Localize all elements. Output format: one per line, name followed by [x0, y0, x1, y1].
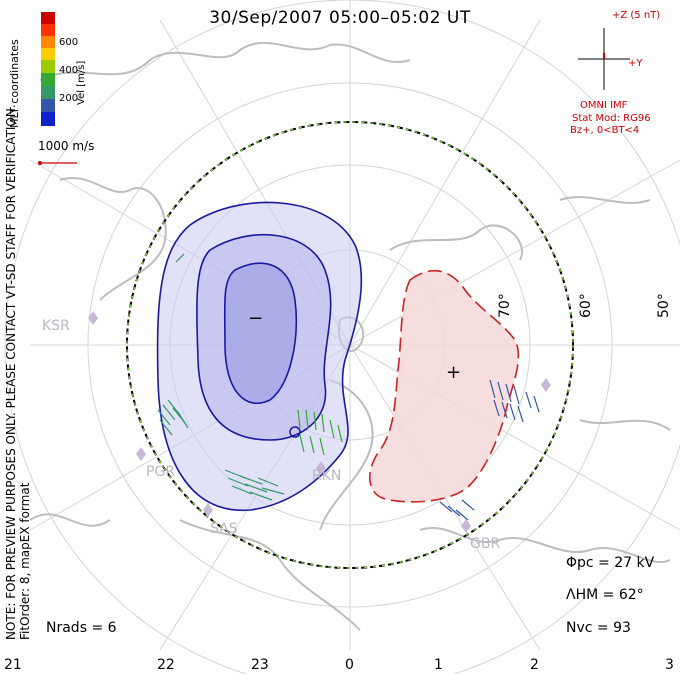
velocity-colorbar	[41, 12, 55, 126]
coastlines	[29, 41, 671, 631]
velocity-vectors	[157, 253, 540, 521]
vector-cluster-south	[439, 499, 475, 521]
preview-note: NOTE: FOR PREVIEW PURPOSES ONLY. PLEASE …	[4, 104, 32, 640]
mlt-label-23: 23	[251, 657, 269, 673]
vector-scale-label: 1000 m/s	[38, 139, 95, 153]
radar-sites	[88, 311, 551, 533]
lat-label-60: 60°	[578, 293, 594, 318]
radar-label-gbr: GBR	[470, 536, 501, 552]
vector-cluster-pgr	[224, 469, 285, 501]
vector-sample	[175, 253, 185, 263]
imf-y-label: +Y	[628, 58, 643, 69]
hm-boundary-green	[126, 121, 574, 569]
radar-label-rkn: RKN	[312, 468, 342, 484]
mlt-label-3: 3	[665, 657, 674, 673]
map-title: 30/Sep/2007 05:00–05:02 UT	[209, 8, 471, 28]
imf-condition: Bz+, 0<BT<4	[570, 125, 640, 136]
n-vc-stat: Nvc = 93	[566, 620, 631, 636]
n-rads-stat: Nrads = 6	[46, 620, 117, 636]
radar-label-sas: SAS	[210, 521, 238, 537]
imf-source: OMNI IMF	[580, 100, 628, 111]
positive-potential-cell	[368, 269, 520, 503]
legend-tick-600: 600	[59, 37, 79, 48]
phi-pc-stat: Φpc = 27 kV	[566, 555, 655, 571]
vector-cluster-ksr	[157, 399, 189, 436]
imf-stat-model: Stat Mod: RG96	[572, 113, 651, 124]
legend-tick-400: 400	[59, 65, 79, 76]
negative-potential-cell	[156, 201, 363, 512]
mlt-label-22: 22	[157, 657, 175, 673]
vector-cluster-gbr	[489, 379, 540, 423]
vector-scale-bar	[38, 161, 77, 165]
legend-tick-200: 200	[59, 93, 79, 104]
imf-z-label: +Z (5 nT)	[612, 10, 661, 21]
lat-label-50: 50°	[656, 293, 672, 318]
vector-cluster-center	[297, 409, 343, 456]
mlt-label-2: 2	[530, 657, 539, 673]
lambda-hm-stat: ΛHM = 62°	[566, 587, 644, 603]
lat-label-70: 70°	[497, 293, 513, 318]
mlt-label-1: 1	[434, 657, 443, 673]
positive-cell-sign: +	[446, 362, 462, 383]
imf-dial	[578, 28, 630, 90]
radar-label-ksr: KSR	[42, 318, 70, 334]
radar-label-pgr: PGR	[146, 464, 176, 480]
legend-unit: Vel [m/s]	[76, 60, 87, 105]
cell-minimum-marker	[289, 426, 301, 438]
mlt-label-21: 21	[4, 657, 22, 673]
mlt-label-0: 0	[345, 657, 354, 673]
negative-cell-sign: −	[248, 308, 264, 329]
